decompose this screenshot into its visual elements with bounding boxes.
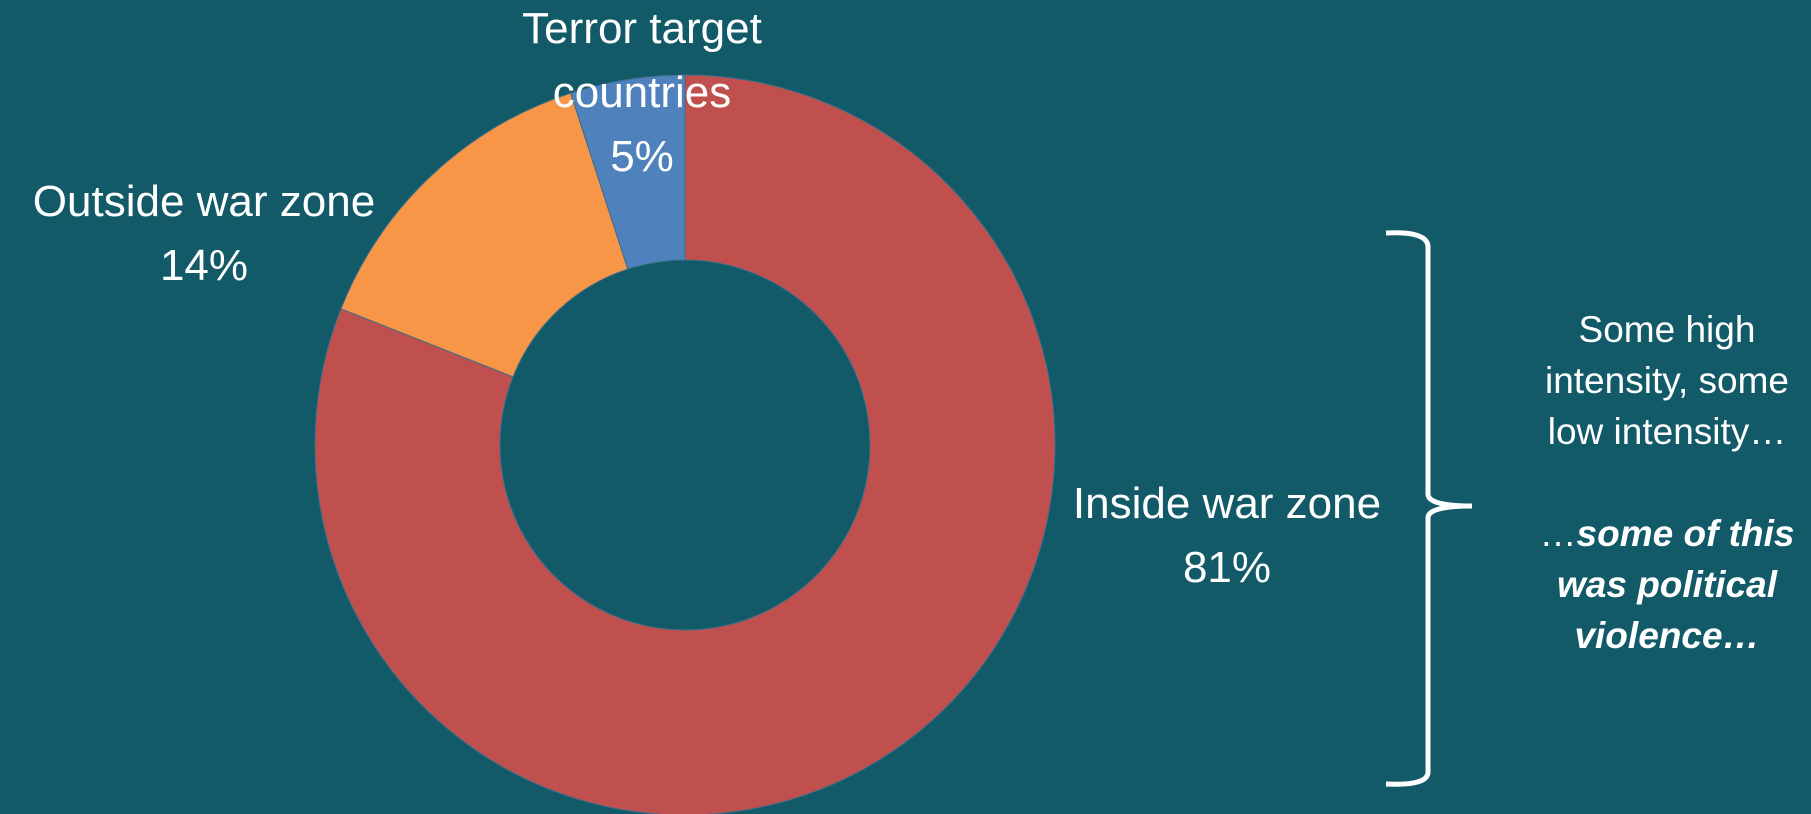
annotation: Some high intensity, some low intensity……: [1537, 304, 1797, 661]
annotation-text: Some high intensity, some low intensity…: [1544, 309, 1790, 452]
value-label: 5%: [610, 132, 674, 181]
emphasis-text: some of this was political violence…: [1556, 513, 1795, 656]
brace: [1385, 230, 1473, 787]
category-label: Terror target countries: [522, 4, 762, 117]
value-label: 81%: [1182, 543, 1272, 592]
annotation-emphasis: …some of this was political violence…: [1537, 508, 1797, 661]
category-label: Inside war zone: [1072, 479, 1382, 528]
value-label: 14%: [159, 241, 249, 290]
slice: [570, 74, 686, 270]
data-label: Terror target countries 5%: [492, 0, 792, 189]
ellipsis: …: [1539, 513, 1577, 554]
data-label: Inside war zone 81%: [1073, 472, 1381, 600]
slice: [340, 92, 629, 378]
category-label: Outside war zone: [32, 177, 376, 226]
data-label: Outside war zone 14%: [33, 170, 375, 298]
slice: [314, 74, 1056, 814]
